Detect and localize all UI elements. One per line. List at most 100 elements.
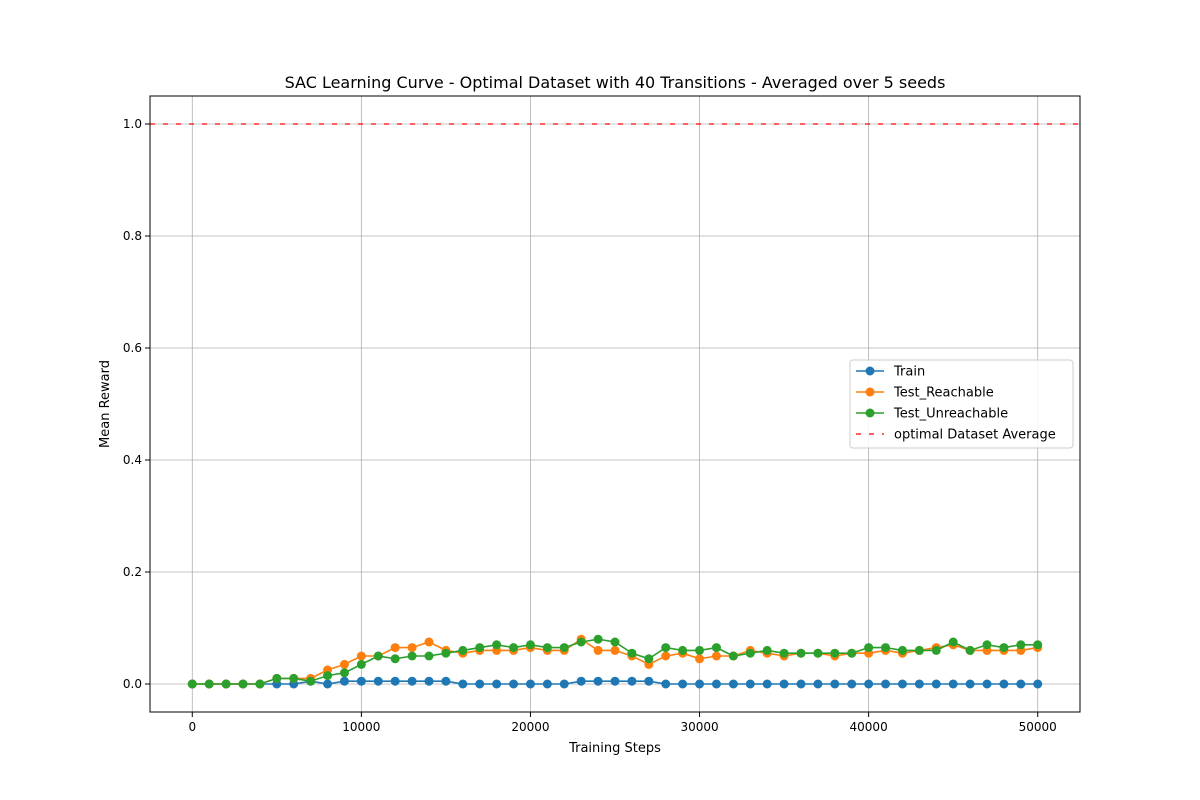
data-point-train: [813, 679, 823, 689]
data-point-train: [559, 679, 569, 689]
data-point-train: [695, 679, 705, 689]
data-point-train: [897, 679, 907, 689]
data-point-test-unreachable: [661, 643, 671, 653]
y-tick-label: 0.6: [123, 341, 142, 355]
legend-label-test-unreachable: Test_Unreachable: [893, 407, 1008, 422]
data-point-test-unreachable: [897, 645, 907, 655]
data-point-test-unreachable: [830, 648, 840, 658]
data-point-test-unreachable: [272, 673, 282, 683]
data-point-train: [1016, 679, 1026, 689]
data-point-test-reachable: [356, 651, 366, 661]
data-point-test-reachable: [424, 637, 434, 647]
data-point-test-unreachable: [593, 634, 603, 644]
legend-label-optimal-dataset-average: optimal Dataset Average: [894, 428, 1056, 443]
y-tick-label: 0.4: [123, 453, 142, 467]
data-point-test-unreachable: [610, 637, 620, 647]
data-point-train: [982, 679, 992, 689]
data-point-train: [847, 679, 857, 689]
data-point-test-unreachable: [881, 643, 891, 653]
data-point-test-unreachable: [762, 645, 772, 655]
data-point-test-unreachable: [339, 668, 349, 678]
data-point-train: [678, 679, 688, 689]
data-point-train: [576, 676, 586, 686]
data-point-train: [542, 679, 552, 689]
data-point-test-unreachable: [475, 643, 485, 653]
data-point-test-unreachable: [407, 651, 417, 661]
data-point-train: [864, 679, 874, 689]
data-point-train: [509, 679, 519, 689]
data-point-train: [661, 679, 671, 689]
data-point-test-unreachable: [356, 659, 366, 669]
data-point-train: [779, 679, 789, 689]
legend-box: [849, 359, 1074, 449]
data-point-train: [339, 676, 349, 686]
x-tick-label: 30000: [680, 720, 718, 734]
plot-frame: [149, 95, 1081, 713]
data-point-test-unreachable: [424, 651, 434, 661]
data-point-test-reachable: [661, 651, 671, 661]
data-point-test-unreachable: [559, 643, 569, 653]
y-axis-label: Mean Reward: [98, 360, 113, 448]
data-point-test-reachable: [695, 654, 705, 664]
data-point-train: [475, 679, 485, 689]
data-point-test-unreachable: [644, 654, 654, 664]
data-point-test-unreachable: [255, 679, 265, 689]
data-point-test-unreachable: [221, 679, 231, 689]
data-point-train: [711, 679, 721, 689]
data-point-test-unreachable: [492, 640, 502, 650]
y-tick-label: 0.0: [123, 677, 142, 691]
data-point-test-unreachable: [982, 640, 992, 650]
data-point-train: [525, 679, 535, 689]
data-point-test-unreachable: [373, 651, 383, 661]
data-point-train: [796, 679, 806, 689]
data-point-train: [424, 676, 434, 686]
data-point-test-unreachable: [779, 648, 789, 658]
data-point-train: [914, 679, 924, 689]
legend-swatch-marker: [865, 408, 875, 418]
x-axis-label: Training Steps: [568, 741, 661, 756]
chart-title: SAC Learning Curve - Optimal Dataset wit…: [285, 73, 946, 92]
legend: Train Test_Reachable Test_Unreachableoptim…: [849, 359, 1074, 449]
data-point-train: [627, 676, 637, 686]
y-tick-label: 0.2: [123, 565, 142, 579]
data-point-test-unreachable: [711, 643, 721, 653]
data-point-test-reachable: [407, 643, 417, 653]
data-point-test-unreachable: [1033, 640, 1043, 650]
data-point-test-reachable: [610, 645, 620, 655]
data-point-train: [1033, 679, 1043, 689]
data-point-train: [407, 676, 417, 686]
data-point-test-unreachable: [509, 643, 519, 653]
x-tick-label: 0: [188, 720, 196, 734]
data-point-test-unreachable: [948, 637, 958, 647]
data-point-train: [762, 679, 772, 689]
data-point-test-unreachable: [847, 648, 857, 658]
data-point-train: [644, 676, 654, 686]
data-point-test-reachable: [711, 651, 721, 661]
data-point-train: [999, 679, 1009, 689]
data-point-train: [931, 679, 941, 689]
data-point-train: [356, 676, 366, 686]
data-point-train: [881, 679, 891, 689]
data-point-test-unreachable: [678, 645, 688, 655]
data-point-train: [458, 679, 468, 689]
data-point-train: [323, 679, 333, 689]
data-point-test-unreachable: [965, 645, 975, 655]
x-tick-label: 50000: [1019, 720, 1057, 734]
data-point-test-unreachable: [1016, 640, 1026, 650]
series-test-unreachable: [187, 634, 1043, 689]
legend-swatch-marker: [865, 387, 875, 397]
y-tick-label: 1.0: [123, 117, 142, 131]
data-point-test-unreachable: [441, 648, 451, 658]
data-point-train: [610, 676, 620, 686]
data-point-train: [728, 679, 738, 689]
data-point-test-unreachable: [576, 637, 586, 647]
data-point-test-reachable: [593, 645, 603, 655]
data-point-test-unreachable: [458, 645, 468, 655]
data-point-train: [745, 679, 755, 689]
data-point-test-unreachable: [695, 645, 705, 655]
data-point-train: [441, 676, 451, 686]
data-point-train: [492, 679, 502, 689]
data-point-test-unreachable: [914, 645, 924, 655]
data-point-train: [830, 679, 840, 689]
data-point-test-unreachable: [238, 679, 248, 689]
